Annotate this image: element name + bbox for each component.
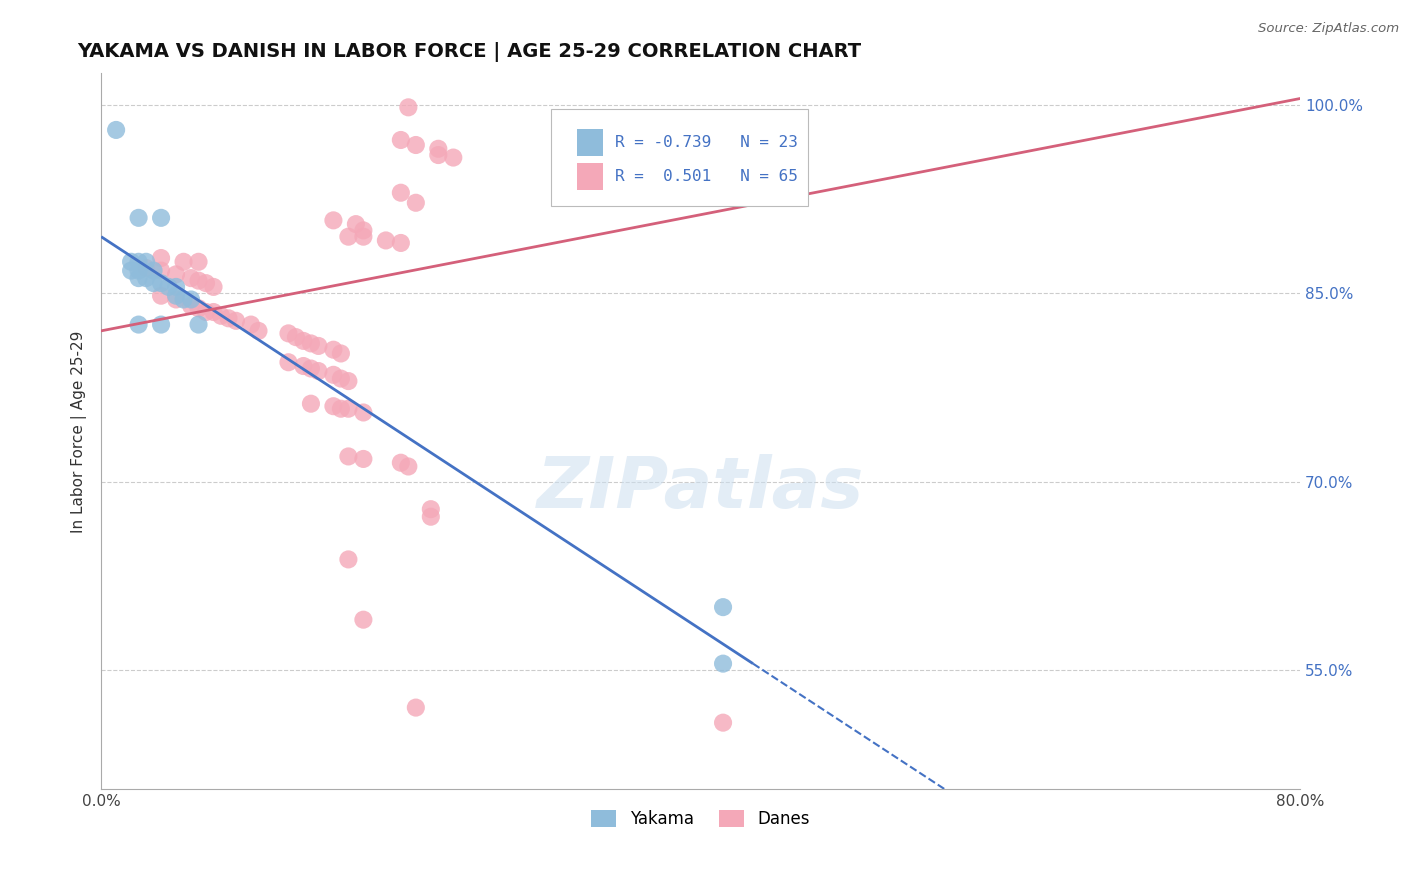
Point xyxy=(150,318,173,332)
Text: R = -0.739   N = 23: R = -0.739 N = 23 xyxy=(616,135,799,150)
Point xyxy=(322,399,344,413)
Point xyxy=(120,263,142,277)
Point xyxy=(135,254,157,268)
Point xyxy=(225,314,247,328)
Point xyxy=(120,254,142,268)
Point xyxy=(374,234,396,248)
Point xyxy=(329,371,352,385)
Point xyxy=(128,271,150,285)
Point xyxy=(195,276,218,290)
Text: ZIPatlas: ZIPatlas xyxy=(537,454,865,523)
Point xyxy=(352,452,374,467)
Point xyxy=(128,263,150,277)
Point xyxy=(277,326,299,341)
Point xyxy=(427,142,450,156)
Point xyxy=(352,223,374,237)
Point xyxy=(292,359,315,373)
Point xyxy=(202,280,225,294)
Point xyxy=(337,374,360,388)
Point xyxy=(352,613,374,627)
Point xyxy=(441,151,464,165)
Point xyxy=(352,405,374,419)
Point xyxy=(419,502,441,516)
Point xyxy=(284,330,307,344)
Point xyxy=(150,263,173,277)
Point xyxy=(209,309,232,323)
Point xyxy=(173,293,195,307)
Point xyxy=(173,254,195,268)
Point xyxy=(150,211,173,225)
Point xyxy=(299,361,322,376)
Point xyxy=(150,276,173,290)
Point xyxy=(180,299,202,313)
Point xyxy=(329,401,352,416)
Point xyxy=(389,456,412,470)
Point xyxy=(150,251,173,265)
Point xyxy=(187,318,209,332)
Point xyxy=(299,397,322,411)
Point xyxy=(389,235,412,250)
Point xyxy=(344,217,367,231)
Point xyxy=(195,305,218,319)
Point xyxy=(150,289,173,303)
Point xyxy=(352,229,374,244)
Point xyxy=(405,195,427,210)
Point xyxy=(165,293,187,307)
Point xyxy=(165,289,187,303)
Point xyxy=(157,280,180,294)
Legend: Yakama, Danes: Yakama, Danes xyxy=(585,803,817,835)
Point xyxy=(711,715,734,730)
Point xyxy=(337,229,360,244)
Point xyxy=(337,401,360,416)
Point xyxy=(128,318,150,332)
Y-axis label: In Labor Force | Age 25-29: In Labor Force | Age 25-29 xyxy=(72,330,87,533)
Point xyxy=(180,293,202,307)
Point xyxy=(711,600,734,615)
Point xyxy=(396,459,419,474)
Point xyxy=(337,552,360,566)
Text: YAKAMA VS DANISH IN LABOR FORCE | AGE 25-29 CORRELATION CHART: YAKAMA VS DANISH IN LABOR FORCE | AGE 25… xyxy=(77,42,862,62)
Point xyxy=(322,343,344,357)
Point xyxy=(329,346,352,360)
Text: R =  0.501   N = 65: R = 0.501 N = 65 xyxy=(616,169,799,184)
Point xyxy=(307,364,329,378)
Point xyxy=(180,271,202,285)
Point xyxy=(307,339,329,353)
Point xyxy=(128,211,150,225)
Point xyxy=(187,274,209,288)
Point xyxy=(128,254,150,268)
Point xyxy=(202,305,225,319)
Point xyxy=(240,318,263,332)
Point xyxy=(218,311,240,326)
Point xyxy=(711,657,734,671)
Point xyxy=(337,450,360,464)
Point xyxy=(165,280,187,294)
FancyBboxPatch shape xyxy=(576,163,603,190)
Point xyxy=(187,301,209,316)
Point xyxy=(165,268,187,282)
Point xyxy=(299,336,322,351)
Point xyxy=(247,324,270,338)
Point xyxy=(405,700,427,714)
Point xyxy=(405,138,427,153)
Point xyxy=(419,509,441,524)
Text: Source: ZipAtlas.com: Source: ZipAtlas.com xyxy=(1258,22,1399,36)
Point xyxy=(389,133,412,147)
Point xyxy=(292,334,315,348)
Point xyxy=(277,355,299,369)
Point xyxy=(396,100,419,114)
Point xyxy=(322,368,344,382)
FancyBboxPatch shape xyxy=(551,109,808,206)
Point xyxy=(135,271,157,285)
Point xyxy=(389,186,412,200)
Point xyxy=(142,263,165,277)
Point xyxy=(142,276,165,290)
FancyBboxPatch shape xyxy=(576,128,603,156)
Point xyxy=(105,123,128,137)
Point xyxy=(427,148,450,162)
Point xyxy=(187,254,209,268)
Point xyxy=(322,213,344,227)
Point xyxy=(135,261,157,276)
